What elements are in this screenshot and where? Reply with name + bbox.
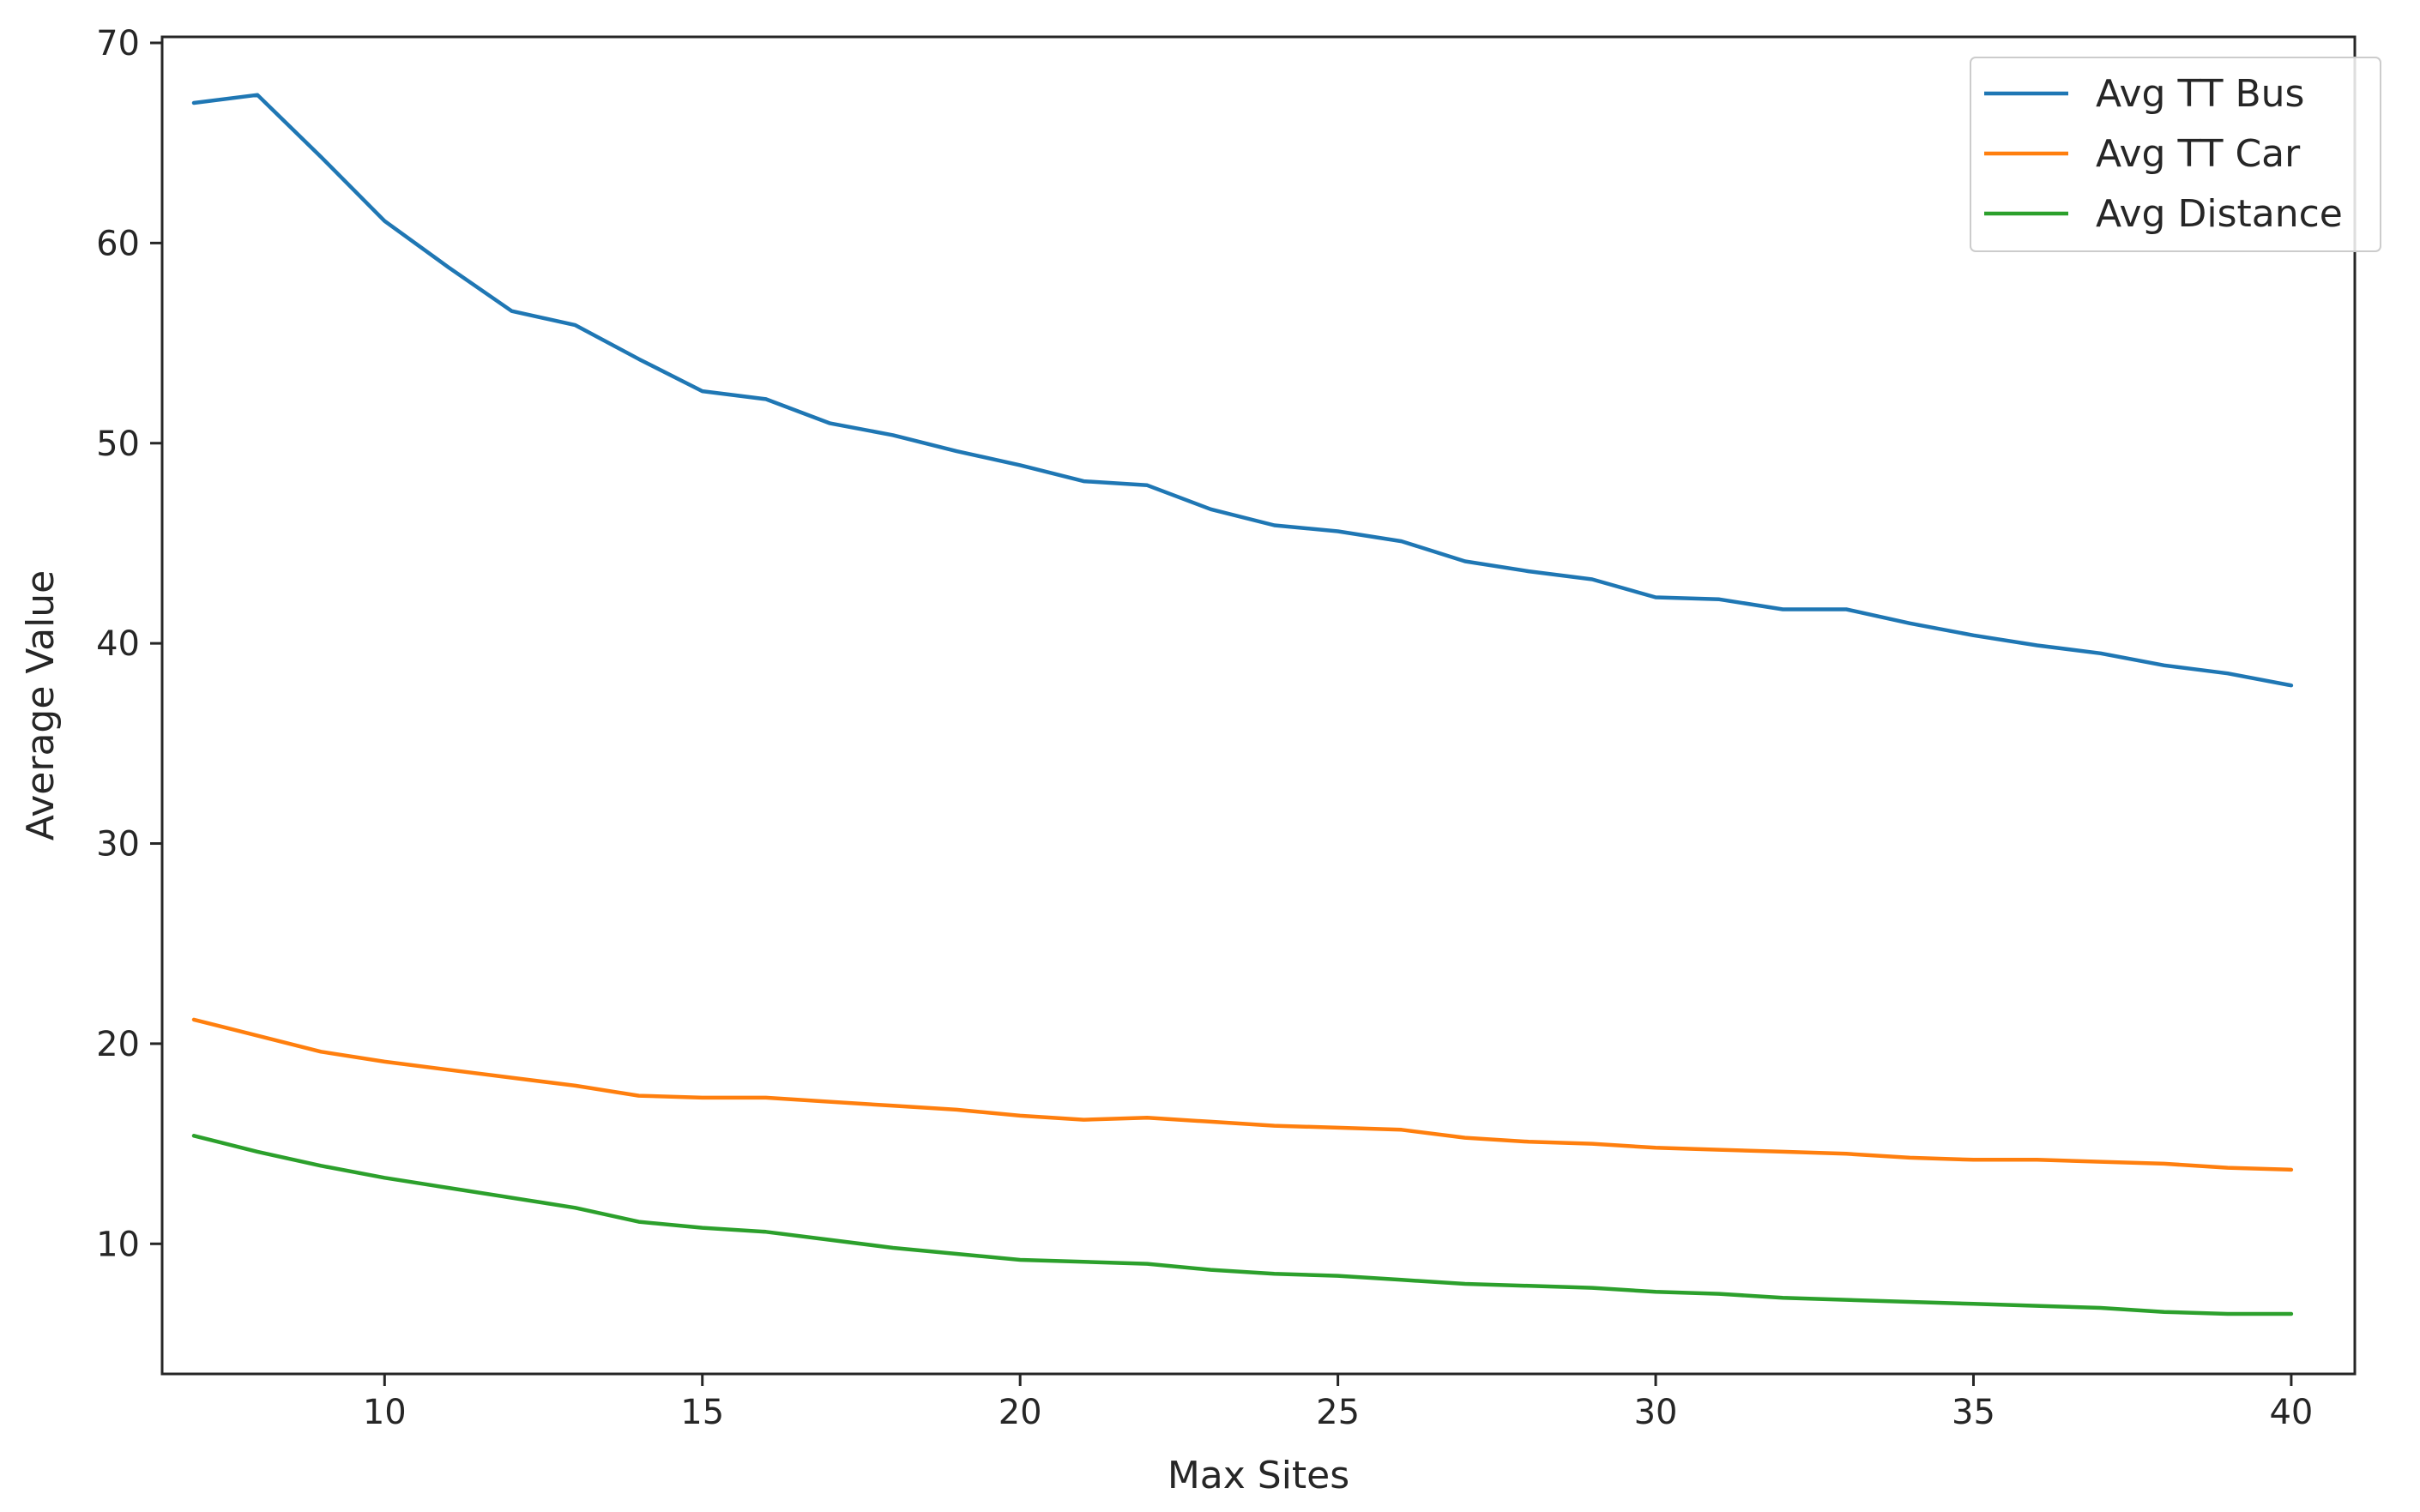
y-tick-label: 70 — [96, 24, 140, 63]
legend: Avg TT Bus Avg TT Car Avg Distance — [1970, 57, 2381, 252]
legend-label-avg-tt-car: Avg TT Car — [2096, 132, 2301, 176]
legend-label-avg-tt-bus: Avg TT Bus — [2096, 72, 2304, 116]
y-tick-label: 40 — [96, 624, 140, 664]
x-axis-title: Max Sites — [1168, 1454, 1349, 1497]
legend-box — [1970, 57, 2381, 252]
x-tick-label: 20 — [999, 1393, 1042, 1432]
series-line-avg-tt-bus — [191, 93, 2294, 688]
x-tick-label: 10 — [363, 1393, 407, 1432]
y-axis-title: Average Value — [19, 570, 63, 841]
x-tick-label: 40 — [2269, 1393, 2313, 1432]
series-line-avg-tt-car — [191, 1017, 2294, 1172]
y-tick-label: 30 — [96, 825, 140, 864]
y-tick-label: 50 — [96, 425, 140, 464]
plot-frame — [160, 35, 2357, 1376]
tick-layer: 10 15 20 25 30 35 40 10 20 30 40 50 60 70 — [96, 24, 2313, 1432]
series-line-avg-distance — [191, 1134, 2294, 1316]
y-tick-label: 60 — [96, 224, 140, 263]
x-tick-label: 35 — [1952, 1393, 1995, 1432]
x-tick-label: 15 — [680, 1393, 724, 1432]
y-tick-label: 20 — [96, 1025, 140, 1064]
x-tick-label: 30 — [1634, 1393, 1678, 1432]
y-tick-label: 10 — [96, 1225, 140, 1264]
x-tick-label: 25 — [1316, 1393, 1360, 1432]
legend-label-avg-distance: Avg Distance — [2096, 192, 2343, 236]
series-layer — [191, 93, 2294, 1316]
